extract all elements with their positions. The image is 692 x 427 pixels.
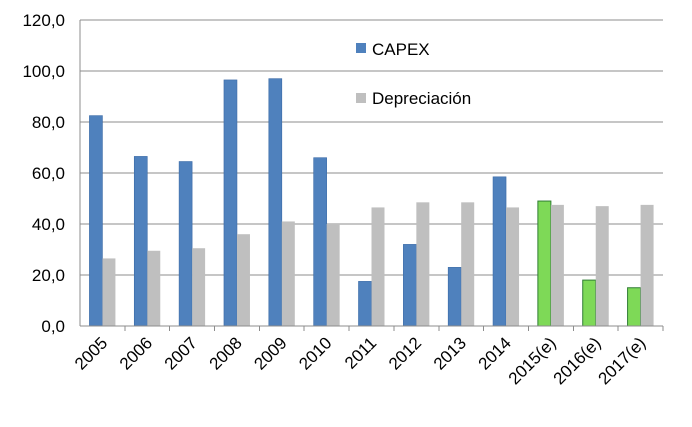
x-tick-label: 2014 bbox=[475, 333, 515, 373]
y-tick-label: 100,0 bbox=[22, 62, 65, 81]
y-tick-label: 60,0 bbox=[32, 164, 65, 183]
bar-depreciacion-2016(e) bbox=[595, 206, 609, 326]
bar-capex-2005 bbox=[89, 115, 103, 327]
bar-depreciacion-2007 bbox=[192, 248, 206, 326]
x-tick-label: 2008 bbox=[206, 333, 246, 373]
bar-depreciacion-2011 bbox=[371, 207, 385, 326]
bar-capex-2010 bbox=[313, 157, 327, 327]
x-tick-label: 2007 bbox=[161, 333, 201, 373]
x-tick-label: 2016(e) bbox=[550, 333, 605, 388]
bar-capex-2015(e) bbox=[537, 200, 552, 327]
y-tick-label: 40,0 bbox=[32, 215, 65, 234]
y-tick-label: 120,0 bbox=[22, 11, 65, 30]
bar-depreciacion-2012 bbox=[416, 202, 430, 326]
bar-depreciacion-2008 bbox=[236, 234, 250, 326]
bar-capex-2014 bbox=[492, 176, 507, 327]
bar-capex-2009 bbox=[268, 78, 283, 327]
x-tick-label: 2011 bbox=[341, 333, 380, 372]
bars bbox=[89, 78, 654, 327]
x-tick-label: 2015(e) bbox=[505, 333, 560, 388]
bar-depreciacion-2009 bbox=[281, 221, 295, 326]
bar-capex-2011 bbox=[358, 281, 372, 327]
bar-capex-2012 bbox=[403, 244, 417, 327]
y-tick-label: 20,0 bbox=[32, 266, 65, 285]
x-tick-label: 2012 bbox=[385, 333, 425, 373]
bar-depreciacion-2010 bbox=[326, 224, 340, 326]
x-tick-label: 2005 bbox=[71, 333, 111, 373]
legend-swatch-depreciacion bbox=[356, 93, 366, 103]
bar-depreciacion-2013 bbox=[461, 202, 475, 326]
bar-depreciacion-2015(e) bbox=[550, 204, 564, 326]
bar-capex-2016(e) bbox=[582, 279, 597, 327]
bar-depreciacion-2014 bbox=[506, 207, 520, 326]
x-tick-label: 2017(e) bbox=[595, 333, 650, 388]
x-axis: 2005 2006 2007 2008 2009 2010 2011 2012 2013 2014… bbox=[71, 325, 664, 388]
y-tick-label: 80,0 bbox=[32, 113, 65, 132]
x-tick-label: 2009 bbox=[250, 333, 290, 373]
bar-capex-2008 bbox=[223, 79, 238, 327]
x-tick-label: 2006 bbox=[116, 333, 156, 373]
legend: CAPEX Depreciación bbox=[356, 40, 471, 108]
bar-capex-2006 bbox=[133, 156, 148, 327]
legend-swatch-capex bbox=[356, 43, 366, 53]
bar-capex-2007 bbox=[178, 161, 193, 327]
y-axis: 0,0 20,0 40,0 60,0 80,0 100,0 120,0 bbox=[22, 11, 81, 336]
bar-capex-2013 bbox=[447, 267, 462, 327]
x-tick-label: 2013 bbox=[430, 333, 470, 373]
bar-depreciacion-2017(e) bbox=[640, 204, 654, 326]
bar-depreciacion-2005 bbox=[102, 258, 116, 326]
legend-label-depreciacion: Depreciación bbox=[372, 89, 471, 108]
bar-depreciacion-2006 bbox=[147, 250, 161, 326]
legend-label-capex: CAPEX bbox=[372, 40, 430, 59]
bar-capex-2017(e) bbox=[627, 287, 642, 327]
y-tick-label: 0,0 bbox=[41, 317, 65, 336]
x-tick-label: 2010 bbox=[295, 333, 335, 373]
